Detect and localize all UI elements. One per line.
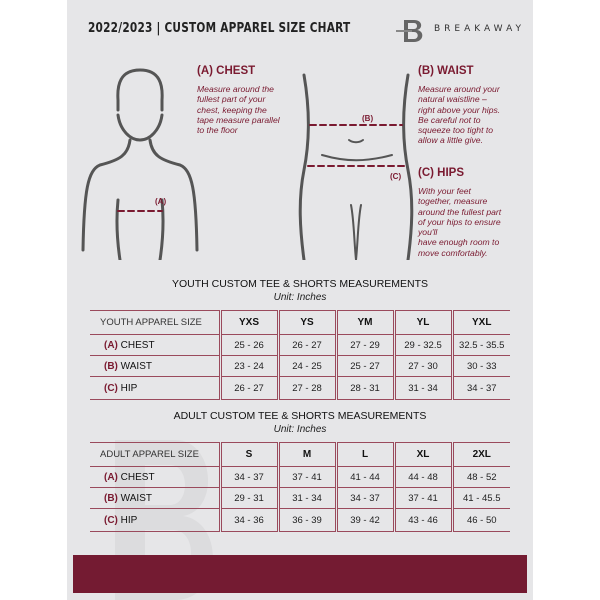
size-header: YXS	[218, 310, 278, 335]
chest-heading: (A) CHEST	[197, 65, 256, 77]
measurement-value: 44 - 48	[392, 466, 452, 488]
size-header: YS	[276, 310, 336, 335]
measurement-name: CHEST	[120, 471, 155, 483]
measurement-value: 37 - 41	[392, 487, 452, 509]
measurement-value: 30 - 33	[450, 355, 510, 377]
header-label: YOUTH APPAREL SIZE	[90, 310, 220, 335]
measurement-value: 46 - 50	[450, 508, 510, 532]
measurement-value: 34 - 36	[218, 508, 278, 532]
measurement-value: 34 - 37	[334, 487, 394, 509]
hips-marker: (C)	[390, 172, 402, 181]
measurement-name: HIP	[120, 382, 138, 394]
hips-heading: (C) HIPS	[418, 167, 464, 179]
measurement-code: (C)	[104, 382, 118, 394]
measurement-label: (A) CHEST	[90, 334, 220, 356]
youth-section-title: YOUTH CUSTOM TEE & SHORTS MEASUREMENTS	[171, 278, 429, 290]
hips-instructions: With your feet together, measure around th…	[418, 186, 502, 258]
footer-bar	[73, 555, 527, 593]
size-header: L	[334, 442, 394, 467]
table-header-row: ADULT APPAREL SIZE S M L XL 2XL	[90, 442, 510, 467]
measurement-value: 39 - 42	[334, 508, 394, 532]
chest-marker: (A)	[155, 197, 167, 206]
measurement-label: (B) WAIST	[90, 487, 220, 509]
header-label: ADULT APPAREL SIZE	[90, 442, 220, 467]
measurement-value: 34 - 37	[218, 466, 278, 488]
measurement-label: (B) WAIST	[90, 355, 220, 377]
measurement-name: HIP	[120, 514, 138, 526]
measurement-label: (A) CHEST	[90, 466, 220, 488]
chest-instructions: Measure around the fullest part of your ch…	[197, 84, 280, 136]
adult-size-table: ADULT APPAREL SIZE S M L XL 2XL (A) CHEST 34 - …	[90, 442, 510, 532]
lower-body-figure	[298, 73, 414, 260]
size-header: M	[276, 442, 336, 467]
measurement-label: (C) HIP	[90, 376, 220, 400]
measurement-value: 26 - 27	[218, 376, 278, 400]
table-row: (B) WAIST 29 - 31 31 - 34 34 - 37 37 - 41 41 …	[90, 487, 510, 509]
measurement-value: 27 - 29	[334, 334, 394, 356]
measurement-code: (A)	[104, 339, 118, 351]
size-header: YM	[334, 310, 394, 335]
measurement-label: (C) HIP	[90, 508, 220, 532]
size-header: YXL	[450, 310, 510, 335]
measurement-value: 43 - 46	[392, 508, 452, 532]
measurement-value: 27 - 30	[392, 355, 452, 377]
measurement-value: 26 - 27	[276, 334, 336, 356]
page-title: 2022/2023 | CUSTOM APPAREL SIZE CHART	[88, 20, 351, 36]
size-header: XL	[392, 442, 452, 467]
youth-unit: Unit: Inches	[273, 292, 327, 303]
adult-section-title: ADULT CUSTOM TEE & SHORTS MEASUREMENTS	[173, 410, 427, 422]
table-row: (B) WAIST 23 - 24 24 - 25 25 - 27 27 - 30 30 …	[90, 355, 510, 377]
measurement-code: (C)	[104, 514, 118, 526]
table-row: (A) CHEST 25 - 26 26 - 27 27 - 29 29 - 32.5 3…	[90, 334, 510, 356]
brand-logo-icon	[396, 20, 423, 42]
measurement-value: 34 - 37	[450, 376, 510, 400]
measurement-value: 28 - 31	[334, 376, 394, 400]
measurement-code: (B)	[104, 360, 118, 372]
measurement-value: 23 - 24	[218, 355, 278, 377]
measurement-value: 31 - 34	[276, 487, 336, 509]
measurement-name: WAIST	[120, 492, 152, 504]
measurement-value: 36 - 39	[276, 508, 336, 532]
measurement-value: 41 - 45.5	[450, 487, 510, 509]
measurement-value: 27 - 28	[276, 376, 336, 400]
table-header-row: YOUTH APPAREL SIZE YXS YS YM YL YXL	[90, 310, 510, 335]
table-row: (C) HIP 34 - 36 36 - 39 39 - 42 43 - 46 46 - …	[90, 508, 510, 532]
waist-heading: (B) WAIST	[418, 65, 474, 77]
adult-unit: Unit: Inches	[273, 424, 327, 435]
measurement-value: 24 - 25	[276, 355, 336, 377]
measurement-code: (B)	[104, 492, 118, 504]
measurement-value: 29 - 32.5	[392, 334, 452, 356]
measurement-value: 37 - 41	[276, 466, 336, 488]
size-header: YL	[392, 310, 452, 335]
measurement-value: 25 - 27	[334, 355, 394, 377]
measurement-value: 48 - 52	[450, 466, 510, 488]
size-header: S	[218, 442, 278, 467]
upper-body-figure	[81, 68, 199, 260]
waist-marker: (B)	[362, 114, 374, 123]
table-row: (C) HIP 26 - 27 27 - 28 28 - 31 31 - 34 34 - …	[90, 376, 510, 400]
measurement-name: CHEST	[120, 339, 155, 351]
youth-size-table: YOUTH APPAREL SIZE YXS YS YM YL YXL (A) CHEST 2…	[90, 310, 510, 400]
brand-name: BREAKAWAY	[434, 24, 526, 34]
measurement-value: 29 - 31	[218, 487, 278, 509]
measurement-code: (A)	[104, 471, 118, 483]
measurement-value: 25 - 26	[218, 334, 278, 356]
size-header: 2XL	[450, 442, 510, 467]
measurement-name: WAIST	[120, 360, 152, 372]
table-row: (A) CHEST 34 - 37 37 - 41 41 - 44 44 - 48 48 …	[90, 466, 510, 488]
measurement-value: 31 - 34	[392, 376, 452, 400]
measurement-value: 41 - 44	[334, 466, 394, 488]
measurement-value: 32.5 - 35.5	[450, 334, 510, 356]
waist-instructions: Measure around your natural waistline – ri…	[418, 84, 501, 146]
